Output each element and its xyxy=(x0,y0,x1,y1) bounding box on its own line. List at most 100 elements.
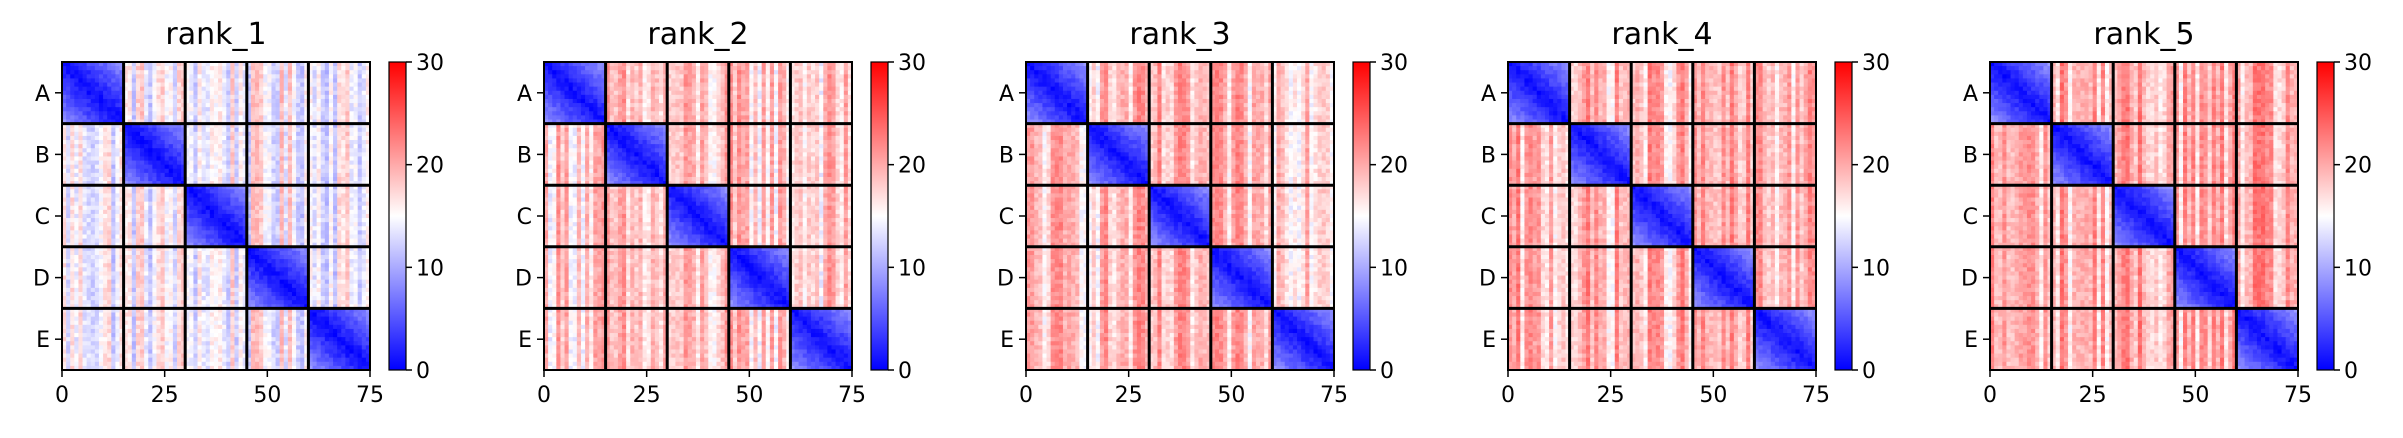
heatmap-cell xyxy=(255,87,260,92)
heatmap-cell xyxy=(222,140,227,145)
heatmap-cell xyxy=(70,132,75,137)
heatmap-cell xyxy=(234,230,239,235)
heatmap-cell xyxy=(292,222,297,227)
heatmap-cell xyxy=(300,66,305,71)
heatmap-cell xyxy=(362,132,367,137)
heatmap-cell xyxy=(189,271,194,276)
heatmap-cell xyxy=(152,263,157,268)
heatmap-cell xyxy=(230,234,235,239)
heatmap-cell xyxy=(169,136,174,141)
heatmap-cell xyxy=(103,152,108,157)
heatmap-cell xyxy=(173,173,178,178)
heatmap-cell xyxy=(78,177,83,182)
heatmap-cell xyxy=(78,239,83,244)
heatmap-cell xyxy=(329,161,334,166)
heatmap-cell xyxy=(202,115,207,120)
heatmap-cell xyxy=(267,161,272,166)
heatmap-cell xyxy=(128,144,133,149)
heatmap-cell xyxy=(255,156,260,161)
heatmap-cell xyxy=(280,280,285,285)
heatmap-cell xyxy=(132,74,137,79)
heatmap-cell xyxy=(230,95,235,100)
heatmap-cell xyxy=(230,78,235,83)
heatmap-cell xyxy=(144,271,149,276)
heatmap-cell xyxy=(321,103,326,108)
heatmap-cell xyxy=(70,218,75,223)
heatmap-cell xyxy=(362,234,367,239)
heatmap-cell xyxy=(107,70,112,75)
heatmap-cell xyxy=(87,251,92,256)
heatmap-cell xyxy=(169,206,174,211)
heatmap-cell xyxy=(128,128,133,133)
heatmap-cell xyxy=(148,169,153,174)
heatmap-cell xyxy=(251,226,256,231)
heatmap-cell xyxy=(276,214,281,219)
heatmap-cell xyxy=(226,189,231,194)
heatmap-cell xyxy=(91,173,96,178)
heatmap-cell xyxy=(173,74,178,79)
heatmap-cell xyxy=(300,210,305,215)
heatmap-cell xyxy=(140,202,145,207)
heatmap-cell xyxy=(161,103,166,108)
heatmap-cell xyxy=(83,239,88,244)
heatmap-cell xyxy=(329,259,334,264)
heatmap-cell xyxy=(74,111,79,116)
heatmap-cell xyxy=(329,70,334,75)
heatmap-cell xyxy=(66,103,71,108)
heatmap-cell xyxy=(210,152,215,157)
heatmap-cell xyxy=(263,280,268,285)
heatmap-cell xyxy=(115,193,120,198)
heatmap-cell xyxy=(284,156,289,161)
heatmap-cell xyxy=(128,202,133,207)
heatmap-cell xyxy=(222,91,227,96)
heatmap-cell xyxy=(177,169,182,174)
heatmap-cell xyxy=(152,152,157,157)
heatmap-cell xyxy=(95,103,100,108)
heatmap-cell xyxy=(325,132,330,137)
heatmap-cell xyxy=(83,95,88,100)
heatmap-cell xyxy=(300,111,305,116)
heatmap-cell xyxy=(206,70,211,75)
heatmap-cell xyxy=(165,276,170,281)
heatmap-cell xyxy=(325,161,330,166)
heatmap-cell xyxy=(99,161,104,166)
heatmap-cell xyxy=(251,91,256,96)
heatmap-cell xyxy=(222,156,227,161)
heatmap-cell xyxy=(239,210,244,215)
heatmap-cell xyxy=(280,206,285,211)
heatmap-cell xyxy=(107,136,112,141)
heatmap-cell xyxy=(267,152,272,157)
heatmap-cell xyxy=(87,276,92,281)
heatmap-cell xyxy=(103,161,108,166)
heatmap-cell xyxy=(128,83,133,88)
heatmap-cell xyxy=(148,111,153,116)
heatmap-cell xyxy=(169,103,174,108)
heatmap-cell xyxy=(284,263,289,268)
heatmap-cell xyxy=(210,263,215,268)
heatmap-cell xyxy=(169,83,174,88)
heatmap-cell xyxy=(87,202,92,207)
heatmap-cell xyxy=(255,111,260,116)
heatmap-cell xyxy=(165,91,170,96)
heatmap-cell xyxy=(280,222,285,227)
heatmap-cell xyxy=(161,111,166,116)
heatmap-cell xyxy=(177,193,182,198)
heatmap-cell xyxy=(210,107,215,112)
heatmap-cell xyxy=(111,193,116,198)
heatmap-cell xyxy=(156,259,161,264)
heatmap-cell xyxy=(198,74,203,79)
heatmap-cell xyxy=(259,87,264,92)
heatmap-cell xyxy=(358,222,363,227)
heatmap-cell xyxy=(107,222,112,227)
heatmap-cell xyxy=(276,74,281,79)
heatmap-cell xyxy=(66,148,71,153)
heatmap-cell xyxy=(66,251,71,256)
heatmap-cell xyxy=(239,206,244,211)
heatmap-cell xyxy=(218,189,223,194)
heatmap-cell xyxy=(156,156,161,161)
heatmap-cell xyxy=(333,230,338,235)
heatmap-cell xyxy=(177,87,182,92)
heatmap-cell xyxy=(111,161,116,166)
heatmap-cell xyxy=(99,156,104,161)
heatmap-cell xyxy=(78,87,83,92)
